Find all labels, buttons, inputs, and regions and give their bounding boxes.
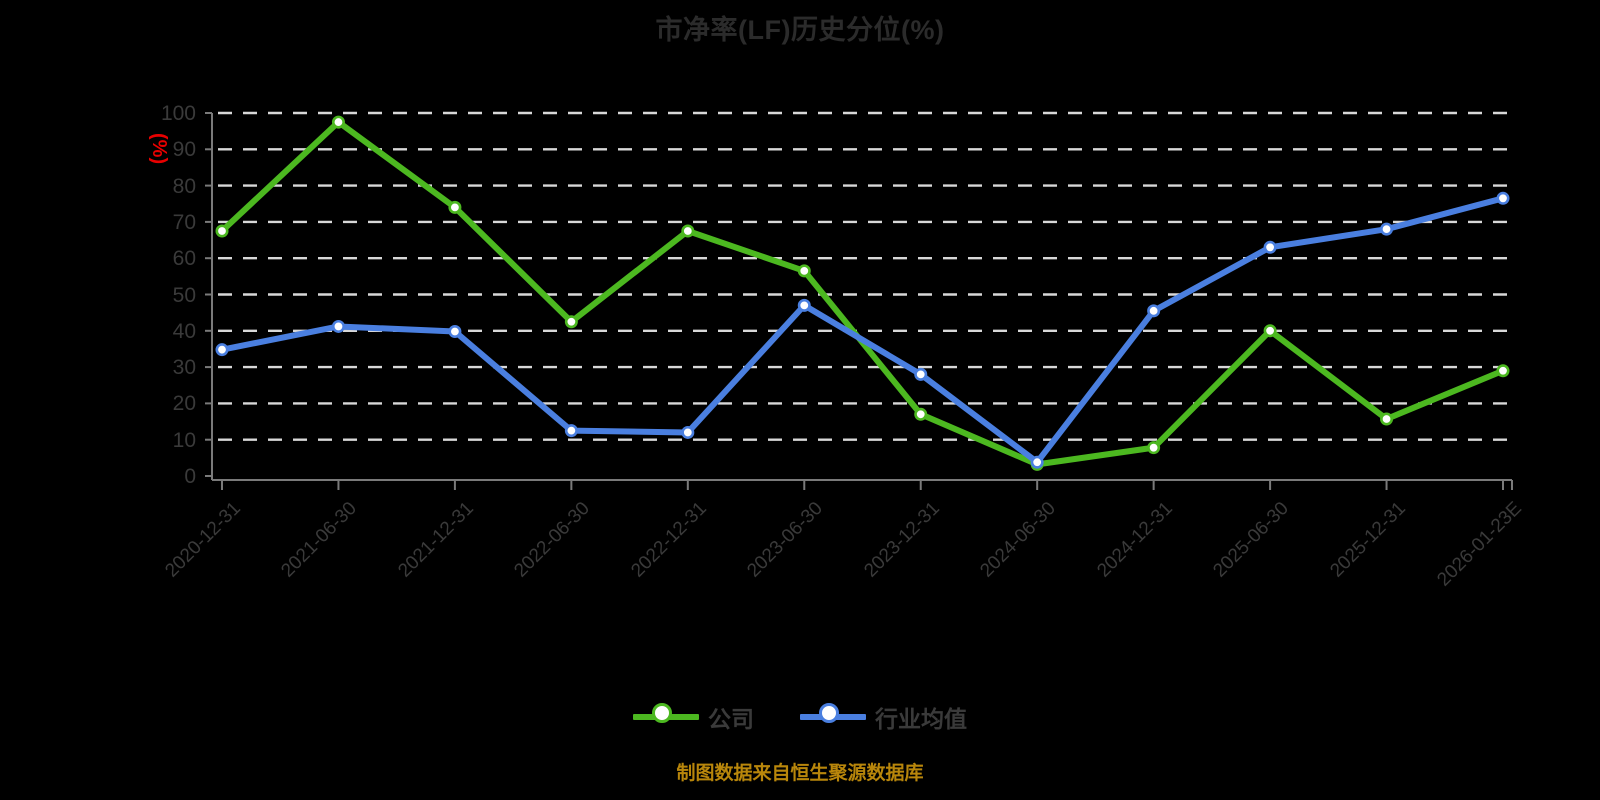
chart-legend: 公司 行业均值 bbox=[0, 700, 1600, 734]
data-point-marker[interactable] bbox=[215, 224, 229, 238]
y-axis-tick-label: 90 bbox=[172, 138, 196, 162]
data-point-marker[interactable] bbox=[448, 325, 462, 339]
data-point-marker[interactable] bbox=[914, 407, 928, 421]
legend-marker-company bbox=[652, 703, 672, 723]
y-axis-tick-label: 80 bbox=[172, 174, 196, 198]
y-axis-tick-label: 70 bbox=[172, 210, 196, 234]
data-point-marker[interactable] bbox=[564, 424, 578, 438]
y-axis-unit-label: (%) bbox=[148, 133, 170, 165]
y-axis-tick-label: 60 bbox=[172, 247, 196, 271]
y-axis-tick-label: 10 bbox=[172, 428, 196, 452]
data-point-marker[interactable] bbox=[1030, 455, 1044, 469]
y-axis-tick-label: 20 bbox=[172, 392, 196, 416]
footer-source-note: 制图数据来自恒生聚源数据库 bbox=[676, 763, 924, 784]
data-point-marker[interactable] bbox=[1263, 240, 1277, 254]
data-point-marker[interactable] bbox=[1380, 412, 1394, 426]
y-axis-tick-label: 0 bbox=[184, 465, 196, 488]
legend-item-industry-average[interactable]: 行业均值 bbox=[800, 700, 967, 734]
legend-line-industry-average bbox=[800, 703, 866, 723]
data-point-marker[interactable] bbox=[681, 425, 695, 439]
data-point-marker[interactable] bbox=[1380, 222, 1394, 236]
marker-layer bbox=[215, 115, 1510, 471]
data-point-marker[interactable] bbox=[564, 315, 578, 329]
legend-marker-industry-average bbox=[819, 703, 839, 723]
data-point-marker[interactable] bbox=[914, 367, 928, 381]
data-point-marker[interactable] bbox=[331, 115, 345, 129]
y-axis-tick-label: 40 bbox=[172, 319, 196, 343]
data-point-marker[interactable] bbox=[448, 200, 462, 214]
legend-label-company: 公司 bbox=[708, 706, 754, 732]
y-axis-tick-label: 50 bbox=[172, 283, 196, 307]
data-point-marker[interactable] bbox=[1147, 441, 1161, 455]
series-line-company bbox=[219, 119, 1506, 468]
grid-layer bbox=[218, 111, 1512, 441]
data-point-marker[interactable] bbox=[1496, 191, 1510, 205]
data-point-marker[interactable] bbox=[1147, 304, 1161, 318]
data-point-marker[interactable] bbox=[1496, 364, 1510, 378]
chart-title: 市净率(LF)历史分位(%) bbox=[655, 15, 945, 45]
y-axis-tick-label: 100 bbox=[160, 102, 196, 125]
legend-label-industry-average: 行业均值 bbox=[875, 706, 967, 732]
data-point-marker[interactable] bbox=[681, 224, 695, 238]
series-layer bbox=[219, 119, 1506, 468]
data-point-marker[interactable] bbox=[1263, 324, 1277, 338]
data-point-marker[interactable] bbox=[797, 298, 811, 312]
y-axis-tick-label: 30 bbox=[172, 356, 196, 380]
data-point-marker[interactable] bbox=[215, 343, 229, 357]
legend-line-company bbox=[633, 703, 699, 723]
data-point-marker[interactable] bbox=[331, 319, 345, 333]
legend-item-company[interactable]: 公司 bbox=[633, 700, 754, 734]
axis-layer bbox=[205, 112, 1513, 490]
series-line-industry-average bbox=[219, 195, 1506, 466]
data-point-marker[interactable] bbox=[797, 264, 811, 278]
